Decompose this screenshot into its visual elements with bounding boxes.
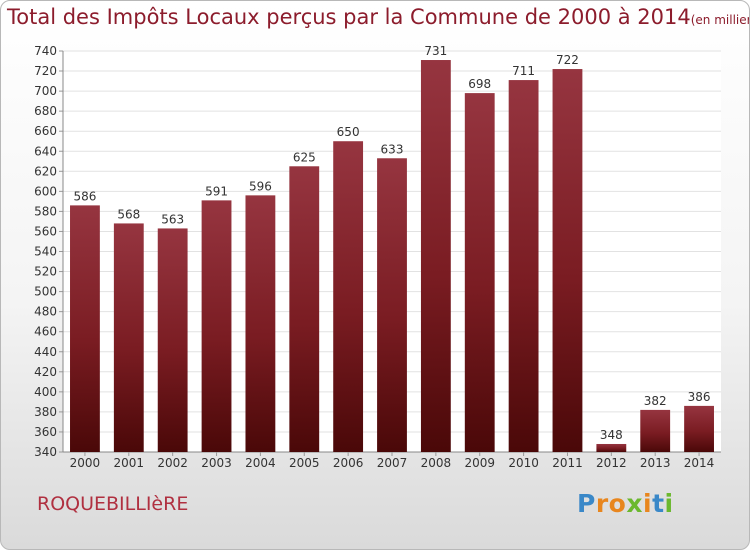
y-tick-label: 520 — [34, 265, 57, 279]
bar — [420, 60, 451, 453]
commune-name: ROQUEBILLIèRE — [37, 493, 189, 515]
x-tick-label: 2013 — [640, 456, 671, 470]
y-tick-label: 340 — [34, 445, 57, 459]
y-tick-label: 360 — [34, 425, 57, 439]
x-tick-label: 2012 — [596, 456, 627, 470]
y-tick-label: 460 — [34, 325, 57, 339]
x-tick-label: 2009 — [464, 456, 495, 470]
x-tick-label: 2007 — [377, 456, 408, 470]
bar-value-label: 382 — [644, 394, 667, 408]
bar-value-label: 650 — [337, 125, 360, 139]
x-tick-label: 2006 — [333, 456, 364, 470]
logo-letter: x — [626, 489, 643, 518]
y-tick-label: 540 — [34, 245, 57, 259]
bar — [333, 141, 364, 452]
x-tick-label: 2005 — [289, 456, 320, 470]
y-tick-label: 620 — [34, 164, 57, 178]
bar-value-label: 386 — [688, 390, 711, 404]
y-tick-label: 660 — [34, 124, 57, 138]
bar — [201, 200, 232, 452]
bar-value-label: 711 — [512, 64, 535, 78]
bar — [508, 80, 539, 452]
bar — [377, 158, 407, 452]
bar-value-label: 568 — [117, 207, 140, 221]
chart-subtitle: (en milliers d'€) — [690, 13, 749, 27]
x-tick-label: 2001 — [114, 456, 145, 470]
bar-value-label: 596 — [249, 179, 272, 193]
y-tick-label: 580 — [34, 204, 57, 218]
y-tick-label: 720 — [34, 64, 57, 78]
bar-value-label: 591 — [205, 184, 228, 198]
bar — [113, 223, 144, 452]
bar-value-label: 563 — [161, 212, 184, 226]
bar-value-label: 633 — [381, 142, 404, 156]
logo-letter: P — [577, 489, 596, 518]
x-tick-label: 2000 — [70, 456, 101, 470]
x-tick-label: 2008 — [421, 456, 452, 470]
y-tick-label: 740 — [34, 44, 57, 58]
y-tick-label: 640 — [34, 144, 57, 158]
bar-value-label: 348 — [600, 428, 623, 442]
bar — [596, 443, 627, 452]
chart-title: Total des Impôts Locaux perçus par la Co… — [7, 5, 691, 29]
bar — [552, 69, 583, 453]
bar — [157, 228, 188, 452]
logo-letter: t — [652, 489, 665, 518]
x-tick-label: 2004 — [245, 456, 276, 470]
proxiti-logo: Proxiti — [577, 489, 674, 518]
bar-value-label: 625 — [293, 150, 316, 164]
logo-letter: r — [595, 489, 609, 518]
bar-value-label: 731 — [424, 44, 447, 58]
bar — [70, 205, 100, 452]
bar — [640, 409, 671, 452]
x-tick-label: 2014 — [684, 456, 715, 470]
logo-letter: i — [664, 489, 674, 518]
x-tick-label: 2002 — [157, 456, 188, 470]
bar — [684, 405, 714, 452]
bar — [289, 166, 320, 452]
bar-value-label: 722 — [556, 53, 579, 67]
bar — [464, 93, 495, 452]
bar-value-label: 698 — [468, 77, 491, 91]
x-tick-label: 2011 — [552, 456, 583, 470]
y-tick-label: 700 — [34, 84, 57, 98]
logo-letter: o — [608, 489, 627, 518]
y-tick-label: 600 — [34, 184, 57, 198]
x-tick-label: 2003 — [201, 456, 232, 470]
chart-title-block: Total des Impôts Locaux perçus par la Co… — [7, 5, 749, 29]
y-tick-label: 560 — [34, 224, 57, 238]
y-tick-label: 680 — [34, 104, 57, 118]
logo-letter: i — [643, 489, 653, 518]
y-tick-label: 500 — [34, 285, 57, 299]
bar — [245, 195, 276, 453]
y-tick-label: 480 — [34, 305, 57, 319]
y-tick-label: 440 — [34, 345, 57, 359]
bar-value-label: 586 — [73, 189, 96, 203]
x-tick-label: 2010 — [508, 456, 539, 470]
y-tick-label: 380 — [34, 405, 57, 419]
y-tick-label: 420 — [34, 365, 57, 379]
y-tick-label: 400 — [34, 385, 57, 399]
